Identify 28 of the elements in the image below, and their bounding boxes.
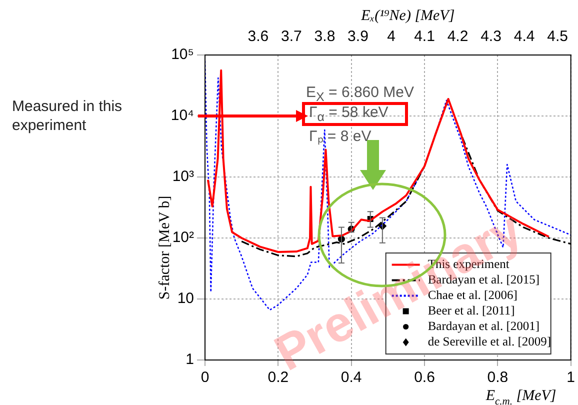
x-tick-label: 0.8 <box>487 369 508 386</box>
x2-tick-label: 4.2 <box>447 28 468 46</box>
y-tick-label: 10⁵ <box>171 46 194 64</box>
x2-tick-label: 3.6 <box>248 28 269 46</box>
annotation: Γ$_{α}$ = 58 keV <box>309 104 388 124</box>
y-tick-label: 1 <box>186 351 194 368</box>
x-tick-label: 0 <box>200 369 210 386</box>
x2-tick-label: 3.9 <box>348 28 368 46</box>
y-tick-label: 10 <box>177 290 194 308</box>
x2-tick-label: 4 <box>387 28 396 46</box>
x-tick-label: 0.2 <box>268 369 289 386</box>
y-axis-title: S-factor [MeV b] <box>157 196 173 300</box>
x2-tick-label: 4.1 <box>414 28 435 46</box>
x2-tick-label: 4.4 <box>514 28 535 46</box>
x2-tick-label: 4.5 <box>547 28 568 46</box>
x2-axis-title: Eₓ(¹⁹Ne) [MeV] <box>360 8 455 24</box>
text: Measured in this experiment <box>12 97 124 135</box>
x2-tick-label: 3.7 <box>281 28 302 46</box>
x-tick-label: 0.6 <box>414 369 435 386</box>
y-tick-label: 10³ <box>172 168 194 186</box>
y-tick-label: 10⁴ <box>170 107 194 124</box>
x-tick-label: 0.4 <box>340 369 362 386</box>
x2-tick-label: 3.8 <box>314 28 336 46</box>
x2-tick-label: 4.3 <box>480 28 502 46</box>
annotation: Γₚ = 8 eV <box>309 127 372 145</box>
y-tick-label: 10² <box>172 229 194 246</box>
annotation: E$_{X}$ = 6.860 MeV <box>306 84 414 104</box>
x-tick-label: 1 <box>566 369 575 386</box>
